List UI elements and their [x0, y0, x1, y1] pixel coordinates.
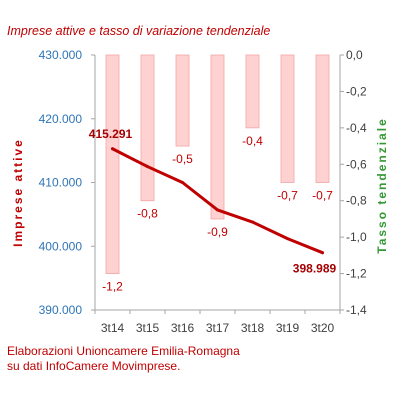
tick-label-right: -0,4: [346, 121, 367, 135]
bar-data-label: -0,9: [207, 225, 228, 239]
tick-label-x: 3t19: [276, 321, 300, 335]
tick-label-left: 430.000: [39, 48, 83, 62]
bar: [245, 54, 260, 129]
line-point: [146, 165, 149, 169]
source-note: Elaborazioni Unioncamere Emilia-Romagna …: [7, 344, 240, 374]
tick-label-x: 3t18: [241, 321, 265, 335]
bar: [105, 54, 120, 274]
line-series: [111, 147, 324, 255]
tick-label-right: -1,0: [346, 230, 367, 244]
tick-label-right: -0,6: [346, 157, 367, 171]
bar-data-label: -0,8: [137, 207, 158, 221]
bar: [280, 54, 295, 183]
bar-data-label: -0,7: [277, 189, 298, 203]
source-line-1: Elaborazioni Unioncamere Emilia-Romagna: [7, 344, 240, 358]
y-axis-label-right: Tasso tendenziale: [375, 117, 389, 253]
tick-label-right: 0,0: [346, 48, 363, 62]
tick-label-right: -0,2: [346, 84, 367, 98]
source-line-2: su dati InfoCamere Movimprese.: [7, 359, 181, 373]
tick-label-x: 3t16: [171, 321, 195, 335]
y-axis-label-left: Imprese attive: [11, 138, 25, 247]
labels: -1,2 -0,8 -0,5 -0,9 -0,4 -0,7 -0,7 415.291 398.9…: [89, 127, 337, 294]
axes: 390.000 400.000 410.000 420.000 430.000 0,0 -0…: [11, 48, 389, 335]
line-data-label: 415.291: [89, 127, 133, 141]
line-data-label: 398.989: [293, 262, 337, 276]
line-point: [286, 237, 289, 241]
tick-label-x: 3t17: [206, 321, 230, 335]
bar-data-label: -1,2: [102, 280, 123, 294]
tick-label-x: 3t15: [136, 321, 160, 335]
tick-label-left: 410.000: [39, 176, 83, 190]
line-point: [251, 220, 254, 224]
bar: [210, 54, 225, 220]
bar: [315, 54, 330, 183]
bar-data-label: -0,7: [312, 189, 333, 203]
bar-group: [105, 54, 330, 274]
tick-label-right: -0,8: [346, 194, 367, 208]
bar-data-label: -0,5: [172, 152, 193, 166]
bar: [175, 54, 190, 147]
tick-label-left: 420.000: [39, 112, 83, 126]
tick-label-left: 400.000: [39, 239, 83, 253]
tick-label-x: 3t14: [101, 321, 125, 335]
bar-data-label: -0,4: [242, 134, 263, 148]
line-point: [181, 181, 184, 184]
tick-label-right: -1,2: [346, 267, 367, 281]
line-point: [111, 147, 114, 151]
line-point: [321, 251, 324, 255]
tick-label-x: 3t20: [311, 321, 335, 335]
tick-label-left: 390.000: [39, 303, 83, 317]
tick-label-right: -1,4: [346, 303, 367, 317]
line-point: [216, 208, 219, 212]
bar: [140, 54, 155, 202]
chart-title: Imprese attive e tasso di variazione ten…: [7, 24, 271, 38]
